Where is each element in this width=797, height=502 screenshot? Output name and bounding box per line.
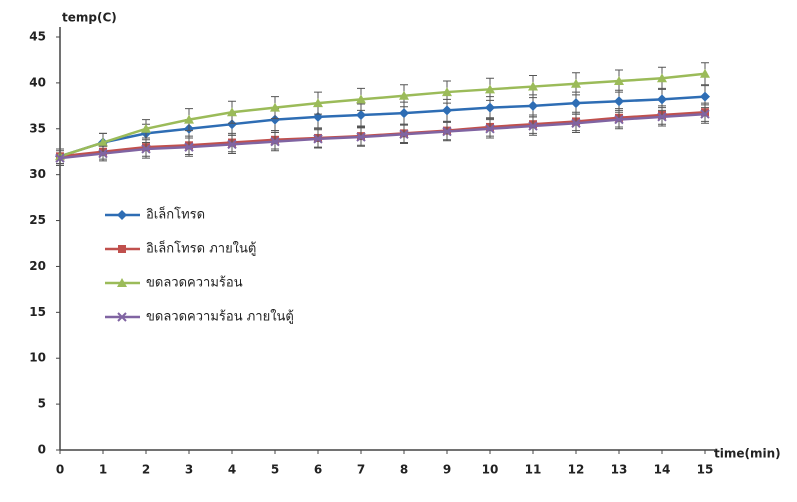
marker: [141, 144, 151, 154]
marker: [528, 100, 538, 111]
legend-label: ขดลวดความร้อน ภายในตู้: [146, 309, 294, 325]
series-line: [59, 95, 706, 158]
x-tick-label: 2: [142, 463, 150, 477]
x-tick-label: 14: [654, 463, 671, 477]
x-axis-label: time(min): [714, 447, 781, 461]
x-tick-label: 9: [443, 463, 451, 477]
x-tick-label: 0: [56, 463, 64, 477]
marker: [184, 142, 194, 152]
x-tick-label: 13: [611, 463, 628, 477]
series-line: [59, 112, 706, 160]
x-tick-label: 6: [314, 463, 322, 477]
marker: [118, 245, 126, 253]
y-tick-label: 40: [29, 75, 46, 89]
legend-label: ขดลวดความร้อน: [146, 276, 243, 291]
y-tick-label: 20: [29, 259, 46, 273]
y-tick-label: 30: [29, 167, 46, 181]
y-tick-label: 15: [29, 305, 46, 319]
marker: [356, 94, 366, 104]
marker: [399, 108, 409, 119]
marker: [356, 110, 366, 121]
marker: [442, 87, 452, 97]
marker: [571, 98, 581, 109]
y-tick-label: 10: [29, 351, 46, 365]
marker: [485, 102, 495, 113]
marker: [270, 114, 280, 125]
marker: [98, 137, 108, 147]
marker: [528, 121, 538, 131]
x-tick-label: 8: [400, 463, 408, 477]
marker: [399, 129, 409, 139]
marker: [485, 84, 495, 94]
marker: [313, 98, 323, 108]
marker: [485, 124, 495, 134]
marker: [117, 312, 127, 322]
legend-label: อิเล็กโทรด: [146, 205, 205, 223]
x-tick-label: 4: [228, 463, 236, 477]
marker: [399, 90, 409, 100]
marker: [700, 91, 710, 102]
x-tick-label: 3: [185, 463, 193, 477]
y-tick-label: 5: [38, 397, 46, 411]
x-tick-label: 5: [271, 463, 279, 477]
marker: [227, 119, 237, 130]
x-tick-label: 7: [357, 463, 365, 477]
marker: [700, 109, 710, 119]
marker: [117, 210, 127, 220]
marker: [117, 278, 127, 287]
legend-label: อิเล็กโทรด ภายในตู้: [146, 239, 257, 257]
marker: [614, 76, 624, 86]
marker: [227, 139, 237, 150]
marker: [442, 126, 452, 137]
y-tick-label: 25: [29, 213, 46, 227]
y-tick-label: 0: [38, 443, 46, 457]
x-tick-label: 10: [482, 463, 499, 477]
y-tick-label: 35: [29, 121, 46, 135]
marker: [571, 118, 581, 128]
series-line: [59, 72, 706, 158]
marker: [141, 123, 151, 133]
marker: [614, 114, 624, 125]
x-tick-label: 15: [697, 463, 714, 477]
marker: [528, 81, 538, 91]
y-axis-label: temp(C): [62, 11, 117, 25]
marker: [657, 112, 667, 122]
marker: [270, 102, 280, 112]
marker: [442, 105, 452, 116]
y-tick-label: 45: [29, 30, 46, 44]
marker: [657, 73, 667, 83]
marker: [313, 134, 323, 144]
marker: [55, 153, 65, 163]
marker: [98, 148, 108, 159]
x-tick-label: 11: [525, 463, 542, 477]
marker: [700, 68, 710, 78]
marker: [227, 107, 237, 117]
x-tick-label: 1: [99, 463, 107, 477]
marker: [614, 96, 624, 107]
x-tick-label: 12: [568, 463, 585, 477]
marker: [657, 94, 667, 105]
marker: [571, 78, 581, 88]
marker: [270, 136, 280, 147]
marker: [356, 132, 366, 142]
marker: [184, 114, 194, 124]
